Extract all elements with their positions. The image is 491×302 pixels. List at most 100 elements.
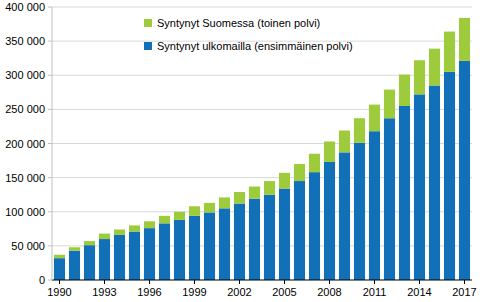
x-tick-label: 2014 [407, 286, 431, 298]
bar [369, 105, 380, 132]
legend-label: Syntynyt ulkomailla (ensimmäinen polvi) [157, 40, 353, 52]
bar [444, 32, 455, 72]
x-tick [284, 280, 285, 284]
y-tick-label: 150 000 [5, 172, 45, 184]
bar [159, 216, 170, 224]
bar [324, 141, 335, 161]
bar [339, 152, 350, 280]
y-tick [48, 211, 52, 212]
grid-line [52, 7, 472, 8]
y-tick [48, 7, 52, 8]
bar [459, 61, 470, 280]
y-tick [48, 143, 52, 144]
y-tick [48, 177, 52, 178]
x-tick-label: 2005 [272, 286, 296, 298]
bar [384, 118, 395, 280]
bar [279, 173, 290, 189]
legend-swatch [144, 42, 152, 50]
x-tick-label: 1999 [182, 286, 206, 298]
bar [159, 223, 170, 280]
bar [54, 255, 65, 258]
x-tick-label: 2011 [363, 286, 387, 298]
x-tick-label: 1993 [92, 286, 116, 298]
y-tick [48, 245, 52, 246]
y-tick-label: 250 000 [5, 103, 45, 115]
x-tick-label: 1996 [137, 286, 161, 298]
x-tick [104, 280, 105, 284]
bar [429, 85, 440, 280]
x-tick [149, 280, 150, 284]
bar [189, 216, 200, 280]
bar [414, 94, 425, 280]
bar [54, 258, 65, 280]
x-tick-label: 2017 [452, 286, 476, 298]
bar [69, 251, 80, 280]
bar [249, 186, 260, 198]
bar [399, 75, 410, 106]
y-tick-label: 300 000 [5, 69, 45, 81]
bar [354, 143, 365, 280]
bar [414, 60, 425, 94]
bar [354, 118, 365, 143]
x-tick-label: 1990 [47, 286, 71, 298]
x-tick [194, 280, 195, 284]
bar [144, 221, 155, 228]
y-tick [48, 109, 52, 110]
bar [189, 206, 200, 216]
bar [234, 192, 245, 204]
y-tick-label: 50 000 [11, 240, 45, 252]
y-tick-label: 400 000 [5, 1, 45, 13]
y-axis [52, 7, 53, 280]
bar [309, 154, 320, 172]
bar [309, 172, 320, 280]
bar [234, 204, 245, 280]
y-tick [48, 41, 52, 42]
bar [174, 212, 185, 220]
bars [54, 18, 470, 280]
bar [324, 162, 335, 280]
x-tick [59, 280, 60, 284]
y-tick-label: 100 000 [5, 206, 45, 218]
bar [369, 131, 380, 280]
bar [129, 225, 140, 231]
x-tick [374, 280, 375, 284]
bar [294, 164, 305, 181]
bar [84, 245, 95, 280]
bar [249, 199, 260, 280]
bar [99, 234, 110, 239]
bar [114, 229, 125, 234]
x-tick [419, 280, 420, 284]
legend-label: Syntynyt Suomessa (toinen polvi) [157, 17, 320, 29]
bar [219, 197, 230, 208]
bar [459, 18, 470, 61]
y-tick-label: 350 000 [5, 35, 45, 47]
bar [204, 212, 215, 280]
y-tick-label: 200 000 [5, 138, 45, 150]
x-tick [239, 280, 240, 284]
chart: 0 50 000 100 000 150 000 200 000 250 000 300 0… [0, 0, 491, 302]
y-tick [48, 75, 52, 76]
x-axis [52, 280, 472, 281]
bar [264, 195, 275, 280]
x-tick-label: 2008 [317, 286, 341, 298]
legend-swatch [144, 19, 152, 27]
bar [219, 208, 230, 280]
bar [129, 232, 140, 280]
bar [264, 181, 275, 195]
bar [279, 189, 290, 280]
bar [204, 203, 215, 213]
bar [99, 239, 110, 280]
bar [114, 235, 125, 280]
y-tick [48, 280, 52, 281]
x-tick-label: 2002 [227, 286, 251, 298]
bar [399, 106, 410, 280]
bar [174, 220, 185, 280]
bar [84, 241, 95, 245]
y-tick-label: 0 [39, 274, 45, 286]
bar [69, 247, 80, 250]
bar [294, 181, 305, 280]
x-tick [464, 280, 465, 284]
bar [144, 228, 155, 280]
bar [429, 49, 440, 86]
bar [339, 131, 350, 153]
